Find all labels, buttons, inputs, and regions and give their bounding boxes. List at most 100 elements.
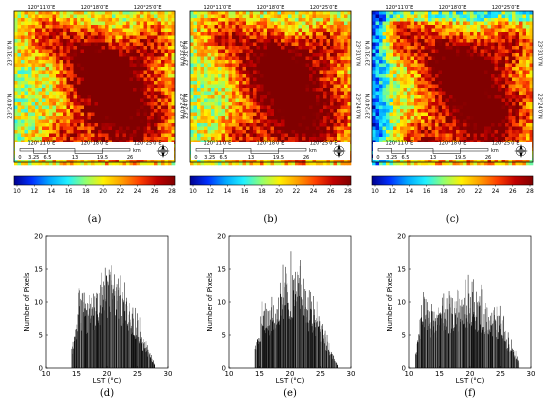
map-cell [326, 39, 331, 43]
map-cell [154, 77, 158, 82]
map-cell [214, 63, 219, 68]
map-cell [147, 88, 151, 92]
map-cell [84, 53, 88, 57]
longitude-tick-top: 120°18′0″E [257, 5, 285, 11]
map-cell [270, 60, 275, 64]
map-cell [281, 49, 285, 54]
map-cell [49, 137, 53, 141]
map-cell [225, 63, 229, 68]
map-cell [291, 77, 296, 82]
map-cell [246, 35, 250, 40]
map-cell [119, 105, 123, 110]
map-cell [249, 46, 254, 50]
map-cell [312, 46, 317, 50]
map-cell [221, 98, 226, 103]
map-cell [459, 46, 464, 50]
map-cell [270, 53, 275, 57]
map-cell [323, 60, 327, 64]
map-cell [305, 91, 310, 96]
map-cell [207, 25, 212, 29]
map-cell [529, 56, 534, 61]
map-cell [424, 63, 429, 68]
map-cell [274, 116, 278, 120]
map-cell [326, 84, 331, 89]
map-cell [21, 28, 25, 33]
map-cell [73, 46, 78, 50]
map-cell [143, 53, 148, 57]
map-cell [442, 60, 446, 64]
map-cell [42, 130, 46, 134]
map-cell [319, 88, 324, 92]
map-cell [456, 67, 460, 71]
map-cell [98, 133, 102, 138]
colorbar-tick-label: 10 [189, 188, 197, 195]
map-cell [260, 130, 264, 134]
map-cell [298, 46, 303, 50]
map-cell [101, 53, 106, 57]
map-cell [291, 84, 296, 89]
map-cell [463, 25, 467, 29]
map-cell [288, 84, 292, 89]
map-cell [382, 21, 387, 26]
map-cell [508, 60, 513, 64]
map-cell [207, 105, 212, 110]
map-cell [190, 56, 194, 61]
map-cell [35, 53, 39, 57]
map-cell [49, 84, 53, 89]
map-cell [101, 95, 106, 99]
map-cell [140, 18, 144, 22]
map-cell [136, 25, 141, 29]
scale-bar-segment [19, 148, 34, 152]
map-cell [59, 119, 64, 124]
map-cell [424, 67, 429, 71]
map-cell [136, 11, 141, 15]
map-cell [508, 21, 513, 26]
map-cell [260, 137, 264, 141]
map-cell [42, 161, 46, 166]
latitude-tick-right: 23°24′0″N [179, 94, 185, 119]
map-cell [91, 28, 95, 33]
map-cell [126, 67, 130, 71]
map-cell [56, 119, 60, 124]
map-cell [316, 70, 320, 75]
map-cell [288, 70, 292, 75]
map-cell [52, 91, 57, 96]
map-cell [28, 133, 32, 138]
map-cell [452, 11, 457, 15]
map-cell [288, 77, 292, 82]
map-cell [190, 28, 194, 33]
map-cell [330, 46, 334, 50]
map-cell [24, 63, 29, 68]
map-cell [49, 123, 53, 127]
map-cell [164, 63, 169, 68]
map-cell [164, 119, 169, 124]
map-cell [133, 70, 137, 75]
map-cell [21, 102, 25, 106]
map-cell [337, 46, 341, 50]
map-cell [59, 102, 64, 106]
map-cell [45, 105, 50, 110]
map-cell [17, 133, 22, 138]
map-cell [214, 14, 219, 19]
map-cell [267, 130, 271, 134]
map-cell [171, 11, 176, 15]
map-cell [228, 28, 233, 33]
map-cell [424, 42, 429, 47]
map-cell [171, 49, 176, 54]
map-cell [284, 60, 289, 64]
map-cell [112, 98, 116, 103]
map-cell [228, 126, 233, 131]
map-cell [161, 14, 165, 19]
map-cell [87, 98, 92, 103]
map-cell [119, 123, 123, 127]
map-cell [239, 98, 243, 103]
map-cell [277, 46, 282, 50]
map-cell [260, 39, 264, 43]
map-cell [52, 130, 57, 134]
map-cell [204, 28, 208, 33]
map-cell [225, 133, 229, 138]
map-cell [403, 56, 408, 61]
map-cell [140, 70, 144, 75]
map-cell [38, 130, 43, 134]
map-cell [193, 28, 198, 33]
